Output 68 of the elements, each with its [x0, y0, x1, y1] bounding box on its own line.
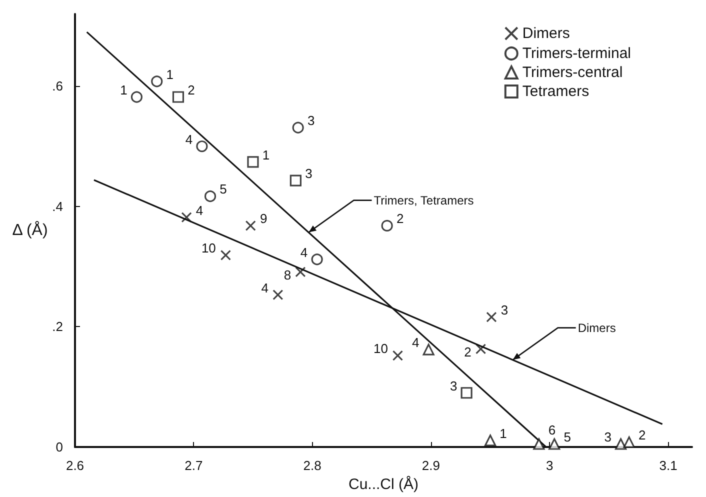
point: [422, 344, 434, 356]
point: [475, 344, 486, 354]
point: [292, 122, 304, 134]
annotation: 6: [548, 422, 556, 438]
point: [220, 250, 231, 260]
annotation: 5: [564, 429, 571, 444]
y-tick-label: .6: [52, 78, 63, 94]
y-tick-label: .2: [52, 319, 63, 334]
annotation: 1: [166, 66, 174, 82]
point: [311, 254, 323, 266]
point: [245, 220, 256, 231]
point: [460, 387, 472, 399]
point: [623, 436, 635, 448]
point: [172, 91, 184, 103]
x-tick-label: 3.1: [659, 458, 678, 473]
annotation: 3: [604, 429, 612, 444]
annotation: 1: [262, 147, 270, 162]
annotation: 3: [500, 302, 508, 318]
annotation: 2: [464, 344, 472, 360]
annotation: 8: [284, 267, 292, 282]
point: [181, 212, 192, 223]
legend-label: Trimers-terminal: [522, 45, 632, 62]
x-tick-label: 3: [546, 458, 554, 473]
point: [615, 438, 627, 450]
x-tick-label: 2.8: [303, 458, 322, 473]
annotation: 10: [201, 240, 216, 256]
annotation: 10: [374, 341, 388, 356]
annotation: 4: [196, 202, 204, 218]
annotation: 4: [261, 280, 269, 296]
annotation: 3: [307, 113, 315, 128]
point: [151, 76, 163, 88]
annotation: 9: [260, 211, 268, 226]
legend-label: Tetramers: [522, 83, 590, 100]
point: [533, 438, 545, 450]
annotation: 3: [305, 166, 312, 182]
annotation: Dimers: [578, 320, 616, 335]
point: [295, 266, 306, 278]
x-axis-title: Cu...Cl (Å): [348, 475, 419, 493]
point: [247, 156, 259, 168]
annotation: 4: [300, 244, 308, 260]
annotation: Trimers, Tetramers: [374, 193, 474, 208]
y-tick-label: 0: [56, 440, 63, 454]
annotation: 4: [412, 335, 420, 350]
annotation: 2: [638, 428, 646, 443]
point: [484, 434, 496, 446]
point: [196, 140, 208, 152]
point: [392, 350, 404, 361]
x-tick-label: 2.6: [66, 458, 84, 473]
point: [290, 174, 302, 186]
x-tick-label: 2.7: [184, 458, 203, 473]
annotation: 2: [396, 211, 404, 226]
point: [272, 290, 284, 300]
x-tick-label: 2.9: [422, 458, 440, 473]
point: [486, 312, 497, 322]
annotation: 4: [185, 132, 193, 147]
annotation: 3: [450, 378, 458, 394]
annotation: 5: [220, 182, 227, 197]
legend-label: Trimers-central: [522, 64, 623, 81]
annotation: 1: [120, 82, 128, 98]
point: [204, 190, 216, 202]
point: [548, 438, 560, 450]
annotation: 2: [188, 82, 195, 98]
point: [130, 91, 142, 103]
legend-label: Dimers: [522, 25, 570, 42]
y-axis-title: Δ (Å): [12, 221, 48, 239]
y-tick-label: .4: [52, 198, 63, 214]
annotation: 1: [500, 426, 507, 441]
point: [381, 220, 393, 232]
